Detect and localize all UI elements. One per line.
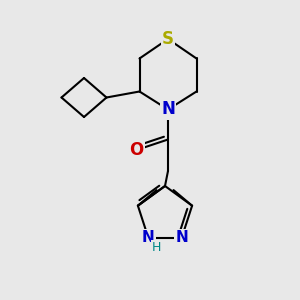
- Text: O: O: [129, 141, 144, 159]
- Text: N: N: [176, 230, 188, 245]
- Text: H: H: [152, 241, 161, 254]
- Text: N: N: [142, 230, 155, 245]
- Text: N: N: [161, 100, 175, 118]
- Text: S: S: [162, 30, 174, 48]
